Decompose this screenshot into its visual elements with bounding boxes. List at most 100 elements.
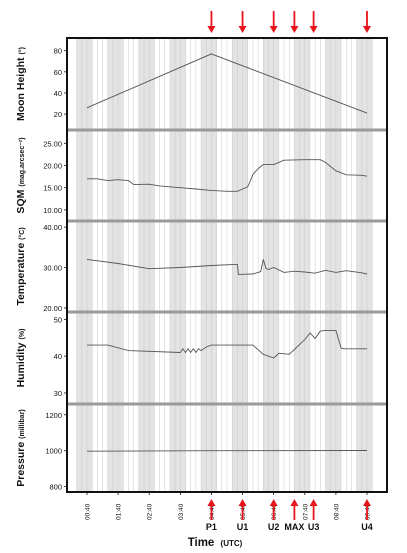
event-max-label: MAX bbox=[284, 522, 304, 532]
shade-band bbox=[175, 38, 181, 492]
pressure-y-tick-label: 1200 bbox=[45, 411, 62, 420]
pressure-y-tick-label: 800 bbox=[49, 483, 62, 492]
shade-band bbox=[138, 38, 145, 492]
event-u3-label: U3 bbox=[308, 522, 320, 532]
event-u1-top-arrow-head bbox=[238, 26, 247, 33]
sqm-y-tick-label: 10.00 bbox=[43, 206, 62, 215]
shade-band bbox=[169, 38, 176, 492]
event-max-bottom-arrow-head bbox=[290, 499, 299, 506]
x-tick-label: 07:40 bbox=[302, 503, 309, 520]
shade-band bbox=[201, 38, 207, 492]
moon-height-y-axis-title: Moon Height (°) bbox=[15, 47, 27, 121]
shade-band bbox=[180, 38, 186, 492]
time-shading-bands bbox=[76, 38, 373, 492]
x-tick-label: 05:40 bbox=[240, 503, 247, 520]
temperature-series-line bbox=[86, 258, 368, 275]
x-tick-label: 01:40 bbox=[116, 503, 123, 520]
x-tick-label: 02:40 bbox=[147, 503, 154, 520]
pressure-y-title-text: Pressure bbox=[15, 442, 27, 487]
shade-band bbox=[356, 38, 362, 492]
moon-height-y-title-text: Moon Height bbox=[15, 57, 27, 121]
vertical-gridlines bbox=[76, 38, 373, 492]
panel-separators bbox=[67, 128, 387, 406]
moon-height-y-tick-label: 20 bbox=[54, 110, 62, 119]
event-p1-bottom-arrow-head bbox=[207, 499, 216, 506]
event-u1-label: U1 bbox=[237, 522, 249, 532]
pressure-y-unit: (millibar) bbox=[19, 409, 26, 439]
x-axis: 00:40 01:40 02:40 03:40 04:40 05:40 06:40 07:40… bbox=[85, 492, 372, 520]
data-series bbox=[86, 53, 368, 452]
sqm-y-axis-title: SQM (mag.arcsec⁻²) bbox=[15, 137, 27, 213]
panel-separator bbox=[67, 402, 387, 406]
shade-band bbox=[112, 38, 119, 492]
humidity-y-tick-label: 50 bbox=[54, 315, 62, 324]
event-arrows: P1 U1 U2 MAX U3 U4 bbox=[206, 11, 373, 532]
event-p1-label: P1 bbox=[206, 522, 217, 532]
temperature-y-tick-label: 40.00 bbox=[43, 223, 62, 232]
event-u1-bottom-arrow-head bbox=[238, 499, 247, 506]
moon-height-series-line bbox=[86, 53, 368, 114]
event-u2-label: U2 bbox=[268, 522, 280, 532]
shade-band bbox=[304, 38, 310, 492]
moon-height-y-unit: (°) bbox=[18, 47, 26, 54]
temperature-y-axis-title: Temperature (°C) bbox=[15, 227, 27, 305]
shade-band bbox=[87, 38, 93, 492]
event-u2-top-arrow-head bbox=[269, 26, 278, 33]
panel-separator bbox=[67, 310, 387, 314]
x-tick-label: 03:40 bbox=[178, 503, 185, 520]
event-u3-bottom-arrow-head bbox=[309, 499, 318, 506]
shade-band bbox=[144, 38, 150, 492]
humidity-series-line bbox=[87, 329, 367, 359]
event-u4-bottom-arrow-head bbox=[363, 499, 371, 506]
event-u2-bottom-arrow-head bbox=[269, 499, 278, 506]
y-axes: 80 60 40 20 Moon Height (°) 25.00 20.00 15.00 10.… bbox=[15, 47, 67, 492]
shade-band bbox=[263, 38, 269, 492]
sqm-series-line bbox=[87, 159, 368, 192]
moon-height-y-tick-label: 40 bbox=[54, 89, 62, 98]
x-axis-title-text: Time bbox=[188, 537, 215, 549]
shade-band bbox=[325, 38, 331, 492]
humidity-y-title-text: Humidity bbox=[15, 342, 27, 387]
humidity-y-tick-label: 40 bbox=[54, 352, 62, 361]
shade-band bbox=[118, 38, 124, 492]
pressure-y-axis-title: Pressure (millibar) bbox=[15, 409, 27, 487]
humidity-y-tick-label: 30 bbox=[54, 389, 62, 398]
panel-separator bbox=[67, 219, 387, 223]
temperature-y-title-text: Temperature bbox=[15, 243, 27, 306]
pressure-series-line bbox=[86, 450, 368, 452]
x-tick-label: 04:40 bbox=[209, 503, 216, 520]
panel-separator bbox=[67, 128, 387, 132]
shade-band bbox=[330, 38, 336, 492]
shade-band bbox=[237, 38, 243, 492]
shade-band bbox=[273, 38, 279, 492]
shade-band bbox=[335, 38, 342, 492]
x-tick-label: 08:40 bbox=[333, 503, 340, 520]
shade-band bbox=[107, 38, 113, 492]
x-tick-label: 00:40 bbox=[85, 503, 92, 520]
shade-band bbox=[367, 38, 373, 492]
temperature-y-tick-label: 20.00 bbox=[43, 304, 62, 313]
sqm-y-tick-label: 25.00 bbox=[43, 139, 62, 148]
x-tick-label: 09:40 bbox=[365, 503, 372, 520]
shade-band bbox=[242, 38, 248, 492]
shade-band bbox=[294, 38, 300, 492]
temperature-y-tick-label: 30.00 bbox=[43, 264, 62, 273]
event-max-top-arrow-head bbox=[290, 26, 299, 33]
moon-height-y-tick-label: 80 bbox=[54, 47, 62, 56]
shade-band bbox=[149, 38, 155, 492]
shade-band bbox=[361, 38, 367, 492]
sqm-y-tick-label: 20.00 bbox=[43, 162, 62, 171]
pressure-y-tick-label: 1000 bbox=[45, 447, 62, 456]
event-p1-top-arrow-head bbox=[207, 26, 216, 33]
sqm-y-title-text: SQM bbox=[15, 189, 27, 213]
shade-band bbox=[76, 38, 82, 492]
shade-band bbox=[81, 38, 87, 492]
sqm-y-tick-label: 15.00 bbox=[43, 184, 62, 193]
event-u4-top-arrow-head bbox=[363, 26, 371, 33]
humidity-y-axis-title: Humidity (%) bbox=[15, 329, 27, 388]
shade-band bbox=[232, 38, 238, 492]
x-tick-label: 06:40 bbox=[271, 503, 278, 520]
moon-height-y-tick-label: 60 bbox=[54, 68, 62, 77]
sqm-y-unit: (mag.arcsec⁻²) bbox=[19, 137, 26, 186]
